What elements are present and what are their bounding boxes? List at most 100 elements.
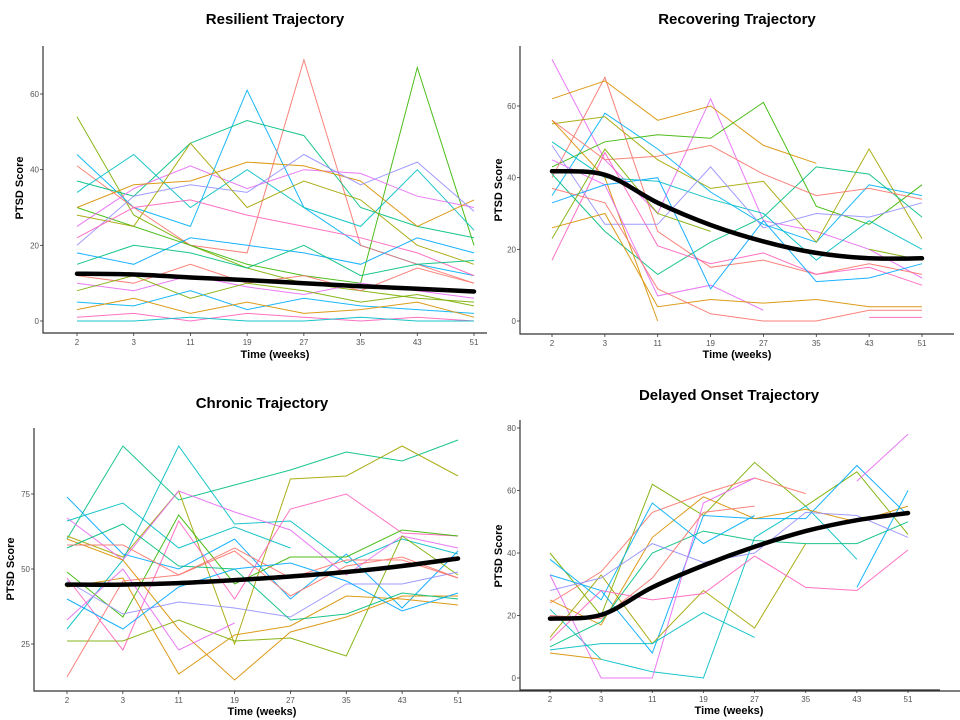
y-tick-label: 75 — [21, 490, 30, 499]
participant-line-p4 — [76, 65, 475, 284]
x-tick-label: 11 — [648, 695, 657, 704]
y-tick-label: 60 — [507, 487, 516, 496]
participant-line-p1 — [549, 461, 909, 617]
x-tick-label: 11 — [186, 338, 195, 347]
axis-lines — [33, 428, 960, 692]
y-axis-label: PTSD Score — [493, 525, 505, 588]
participant-line-p6 — [551, 116, 923, 244]
y-tick-label: 40 — [30, 166, 39, 175]
participant-line-p11 — [551, 119, 659, 322]
x-tick-label: 43 — [852, 695, 861, 704]
axis-lines — [42, 46, 487, 334]
participant-line-p18 — [551, 148, 923, 261]
participant-line-p10 — [67, 535, 459, 657]
panel-delayed-onset: Delayed Onset Trajectory Time (weeks) PT… — [493, 387, 940, 717]
y-axis-label: PTSD Score — [5, 538, 17, 601]
participant-line-p17 — [76, 290, 475, 314]
participant-line-p10 — [549, 549, 909, 641]
panel-title: Delayed Onset Trajectory — [639, 387, 820, 404]
x-axis-label: Time (weeks) — [695, 705, 764, 717]
y-tick-label: 40 — [507, 174, 516, 183]
x-tick-label: 35 — [356, 338, 365, 347]
participant-line-p2 — [66, 445, 459, 646]
participant-line-p2 — [549, 477, 806, 604]
participant-line-p16 — [66, 562, 459, 630]
y-tick-label: 60 — [30, 90, 39, 99]
participant-line-p4 — [551, 112, 923, 243]
x-tick-label: 51 — [470, 338, 479, 347]
participant-line-p20 — [77, 316, 474, 322]
mean-trajectory-line — [64, 556, 461, 587]
y-tick-label: 80 — [507, 424, 516, 433]
participant-line-p8 — [551, 151, 923, 286]
participant-line-p12 — [66, 571, 459, 618]
y-tick-label: 0 — [512, 317, 517, 326]
participant-line-p10 — [76, 142, 475, 265]
participant-line-p5 — [66, 490, 459, 576]
series-group — [66, 439, 459, 681]
axis-lines — [519, 46, 954, 335]
panel-resilient: Resilient Trajectory Time (weeks) PTSD S… — [14, 11, 487, 361]
x-tick-label: 51 — [918, 339, 927, 348]
participant-line-p1 — [551, 59, 923, 279]
participant-line-p14 — [551, 177, 923, 290]
panel-title: Resilient Trajectory — [206, 11, 345, 28]
y-tick-label: 20 — [30, 241, 39, 250]
participant-line-p8 — [76, 161, 475, 227]
participant-line-p15 — [549, 505, 755, 620]
participant-line-p6 — [76, 153, 475, 231]
participant-line-p1 — [76, 116, 475, 303]
mean-trajectory-line — [547, 510, 911, 621]
participant-line-p13 — [76, 244, 475, 277]
y-tick-label: 20 — [507, 245, 516, 254]
participant-line-p2 — [551, 76, 923, 275]
participant-line-p7 — [76, 165, 475, 227]
participant-line-p6 — [549, 496, 909, 626]
x-tick-label: 2 — [550, 339, 555, 348]
y-tick-label: 60 — [507, 102, 516, 111]
x-tick-label: 11 — [175, 696, 184, 705]
x-tick-label: 11 — [654, 339, 663, 348]
x-tick-label: 2 — [65, 696, 70, 705]
participant-line-p14 — [856, 433, 909, 482]
y-tick-label: 25 — [21, 640, 30, 649]
x-tick-label: 3 — [131, 338, 136, 347]
x-axis-label: Time (weeks) — [241, 349, 310, 361]
participant-line-p15 — [67, 544, 459, 579]
participant-line-p5 — [76, 119, 475, 239]
participant-line-p7 — [66, 514, 459, 618]
participant-line-p3 — [549, 464, 909, 654]
x-tick-label: 51 — [454, 696, 463, 705]
x-tick-label: 3 — [121, 696, 126, 705]
panel-chronic: Chronic Trajectory Time (weeks) PTSD Sco… — [5, 395, 960, 718]
x-tick-label: 27 — [286, 696, 295, 705]
x-tick-label: 35 — [801, 695, 810, 704]
x-tick-label: 43 — [865, 339, 874, 348]
panel-recovering: Recovering Trajectory Time (weeks) PTSD … — [493, 11, 954, 361]
participant-line-p14 — [66, 523, 459, 621]
participant-line-p7 — [549, 543, 807, 645]
mean-trajectory-line — [74, 271, 477, 294]
x-tick-label: 19 — [243, 338, 252, 347]
x-tick-label: 35 — [342, 696, 351, 705]
participant-line-p13 — [551, 159, 764, 311]
participant-line-p18 — [76, 297, 475, 318]
x-tick-label: 3 — [603, 339, 608, 348]
y-tick-label: 0 — [35, 317, 40, 326]
y-axis-label: PTSD Score — [493, 159, 505, 222]
participant-line-p19 — [76, 312, 475, 322]
participant-line-p11 — [76, 199, 475, 277]
y-tick-label: 40 — [507, 549, 516, 558]
x-tick-label: 51 — [904, 695, 913, 704]
x-tick-label: 3 — [599, 695, 604, 704]
participant-line-p8 — [549, 521, 909, 648]
participant-line-p7 — [551, 166, 923, 276]
participant-line-p12 — [549, 611, 755, 651]
mean-trajectory-line — [549, 168, 925, 261]
participant-line-p12 — [551, 145, 923, 229]
x-axis-label: Time (weeks) — [703, 349, 772, 361]
participant-line-p17 — [66, 568, 235, 651]
participant-line-p6 — [66, 493, 459, 651]
x-tick-label: 43 — [398, 696, 407, 705]
